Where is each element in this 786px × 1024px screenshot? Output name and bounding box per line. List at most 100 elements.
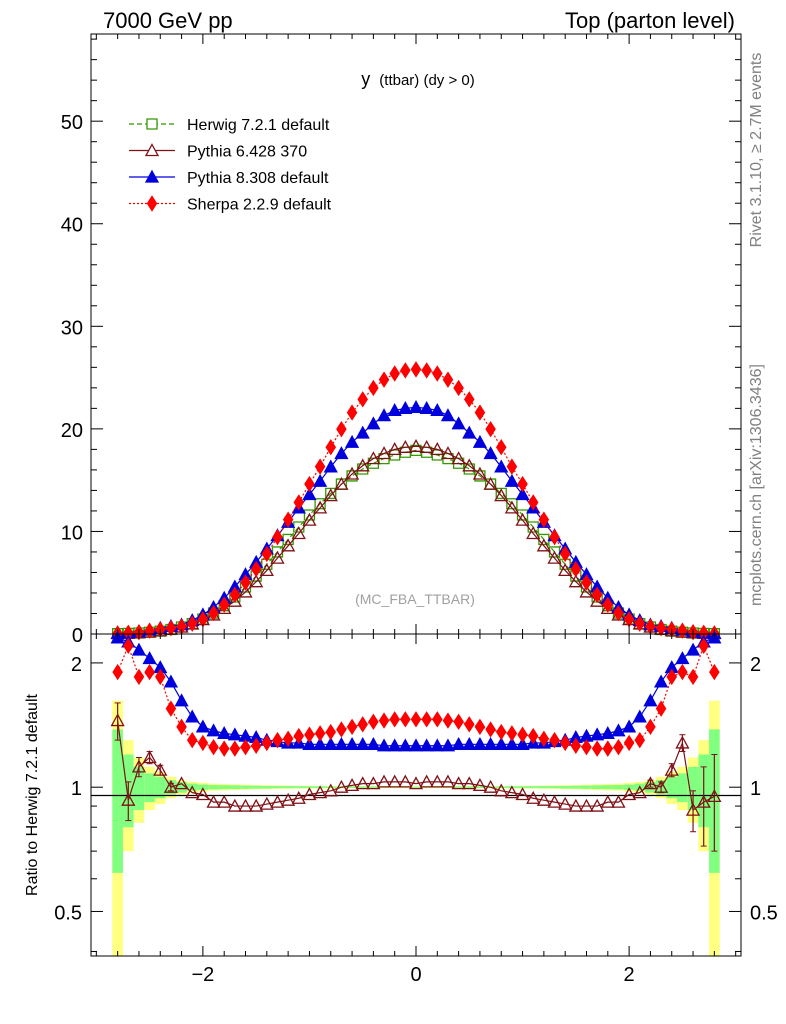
point-pythia6 xyxy=(526,526,541,540)
ratio-band-inner xyxy=(570,785,582,789)
ratio-point-pythia8 xyxy=(366,736,381,750)
main-plot-axes: 0 10 20 30 40 50 xyxy=(61,34,741,647)
ratio-point-pythia6 xyxy=(195,787,210,801)
legend-marker-herwig xyxy=(146,118,158,130)
ratio-point-sherpa xyxy=(709,663,720,681)
point-pythia6 xyxy=(579,584,594,598)
ratio-point-pythia6 xyxy=(302,787,317,801)
ratio-point-sherpa xyxy=(655,700,667,717)
point-herwig xyxy=(303,509,316,521)
ratio-point-pythia6 xyxy=(462,776,477,790)
ratio-point-pythia8 xyxy=(376,738,392,752)
ratio-point-pythia8 xyxy=(494,736,509,750)
point-pythia6 xyxy=(419,439,434,453)
point-sherpa xyxy=(261,545,273,563)
ratio-point-sherpa xyxy=(229,740,241,757)
ratio-point-sherpa xyxy=(123,637,134,655)
ratio-point-pythia8 xyxy=(313,736,328,750)
ratio-point-pythia6 xyxy=(398,774,413,788)
ratio-point-pythia6 xyxy=(185,785,200,799)
ratio-point-pythia8 xyxy=(387,738,402,752)
ratio-point-pythia6 xyxy=(547,794,562,808)
ratio-point-pythia6 xyxy=(430,774,445,788)
ratio-point-sherpa xyxy=(666,668,678,686)
ratio-point-pythia6 xyxy=(270,794,285,808)
point-pythia8 xyxy=(334,446,349,460)
point-sherpa xyxy=(549,528,560,546)
point-pythia6 xyxy=(472,466,488,480)
ratio-point-sherpa xyxy=(250,737,262,754)
ratio-point-pythia8 xyxy=(643,693,658,707)
point-pythia8 xyxy=(504,473,519,487)
point-sherpa xyxy=(474,404,486,421)
ratio-band-inner xyxy=(538,786,550,789)
point-sherpa xyxy=(581,574,592,591)
ratio-point-sherpa xyxy=(677,663,688,681)
ratio-point-pythia6 xyxy=(217,794,232,808)
ratio-band-inner xyxy=(410,786,422,788)
point-herwig xyxy=(527,521,539,533)
ratio-point-pythia8 xyxy=(334,736,349,750)
point-pythia6 xyxy=(440,446,456,460)
legend-marker-pythia8 xyxy=(144,169,160,183)
ratio-point-sherpa xyxy=(570,737,582,754)
point-pythia8 xyxy=(408,399,424,413)
point-pythia8 xyxy=(419,401,434,415)
main-y-tick-label: 0 xyxy=(72,625,83,647)
ratio-point-pythia6 xyxy=(291,790,306,804)
ratio-point-pythia6 xyxy=(440,774,456,788)
ratio-point-pythia6 xyxy=(121,792,136,806)
point-pythia8 xyxy=(366,416,381,430)
ratio-point-sherpa xyxy=(613,738,624,756)
ratio-point-pythia6 xyxy=(323,783,338,797)
ratio-point-pythia6 xyxy=(142,750,157,764)
ratio-band-inner xyxy=(474,786,486,788)
ratio-point-pythia6 xyxy=(526,790,541,804)
ratio-y-tick-label-right: 2 xyxy=(750,654,761,676)
ratio-point-pythia8 xyxy=(163,674,179,688)
ratio-point-pythia8 xyxy=(131,642,147,656)
point-pythia6 xyxy=(259,563,274,577)
ratio-point-pythia6 xyxy=(504,785,519,799)
ratio-point-sherpa xyxy=(559,734,571,752)
ratio-point-pythia6 xyxy=(131,759,147,773)
ratio-point-sherpa xyxy=(304,726,315,743)
ratio-point-sherpa xyxy=(432,711,443,728)
point-sherpa xyxy=(293,494,305,511)
ratio-point-sherpa xyxy=(474,718,486,736)
point-sherpa xyxy=(602,596,614,613)
point-pythia8 xyxy=(494,459,509,473)
ratio-band-inner xyxy=(591,785,603,789)
ratio-point-sherpa xyxy=(506,725,518,742)
ratio-y-tick-label: 2 xyxy=(71,654,82,676)
ratio-band-inner xyxy=(463,786,475,788)
ratio-point-pythia6 xyxy=(568,798,583,812)
ratio-band-inner xyxy=(229,785,241,789)
point-pythia6 xyxy=(302,512,317,526)
point-herwig xyxy=(516,509,529,521)
point-sherpa xyxy=(325,439,337,456)
ratio-point-pythia6 xyxy=(344,778,360,792)
ratio-point-pythia8 xyxy=(408,738,424,752)
point-sherpa xyxy=(368,379,379,397)
ratio-point-sherpa xyxy=(623,734,635,752)
point-sherpa xyxy=(229,586,241,603)
ratio-point-pythia8 xyxy=(217,726,232,740)
ratio-band-inner xyxy=(581,785,592,789)
point-sherpa xyxy=(336,420,347,438)
ratio-point-pythia6 xyxy=(163,779,179,793)
ratio-point-pythia8 xyxy=(675,651,690,665)
point-sherpa xyxy=(517,475,528,493)
point-sherpa xyxy=(250,560,262,578)
ratio-band-inner xyxy=(559,785,571,789)
ratio-y-tick-label: 0.5 xyxy=(54,902,82,924)
point-pythia6 xyxy=(494,488,509,502)
point-sherpa xyxy=(634,615,646,632)
ratio-band-inner xyxy=(325,786,337,788)
point-pythia6 xyxy=(227,593,242,607)
point-sherpa xyxy=(570,560,582,578)
ratio-point-sherpa xyxy=(698,637,709,655)
ratio-point-sherpa xyxy=(591,740,603,757)
point-pythia6 xyxy=(398,439,413,453)
